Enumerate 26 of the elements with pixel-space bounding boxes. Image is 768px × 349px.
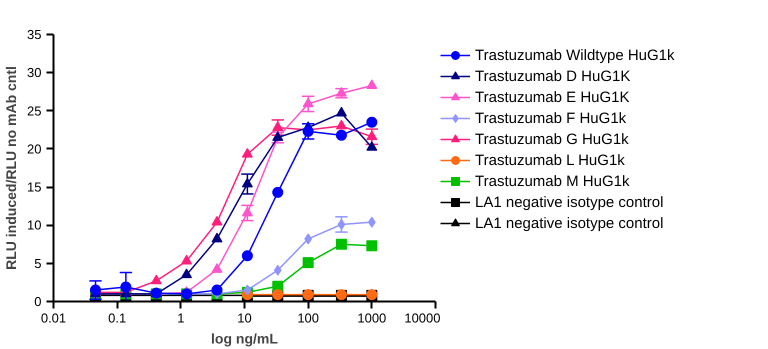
x-axis-title: log ng/mL <box>211 330 278 346</box>
y-tick-label: 35 <box>27 27 42 42</box>
y-axis-title: RLU induced/RLU no mAb cntl <box>3 66 20 270</box>
legend-label: Trastuzumab Wildtype HuG1k <box>475 46 675 64</box>
y-tick-label: 30 <box>27 65 42 80</box>
x-tick-label: 1 <box>177 310 184 326</box>
legend-label: Trastuzumab D HuG1K <box>475 68 630 84</box>
x-tick-label: 0.01 <box>40 310 66 326</box>
x-tick-label: 100 <box>297 310 320 326</box>
legend-label: Trastuzumab M HuG1k <box>475 172 630 190</box>
legend-label: Trastuzumab G HuG1k <box>475 130 629 148</box>
y-tick-label: 10 <box>27 218 42 233</box>
y-tick-label: 25 <box>27 103 42 118</box>
x-tick-label: 10000 <box>404 310 441 326</box>
x-tick-label: 1000 <box>357 310 386 326</box>
x-tick-label: 0.1 <box>108 310 126 326</box>
legend-label: LA1 negative isotype control <box>475 194 664 210</box>
legend-label: Trastuzumab F HuG1k <box>475 110 626 126</box>
y-tick-label: 5 <box>34 256 42 271</box>
legend-label: Trastuzumab L HuG1k <box>475 152 625 168</box>
y-tick-label: 20 <box>27 141 42 156</box>
legend-label: LA1 negative isotype control <box>475 214 664 232</box>
x-tick-label: 10 <box>237 310 252 326</box>
legend-label: Trastuzumab E HuG1K <box>475 88 630 106</box>
y-tick-label: 0 <box>34 294 42 309</box>
y-tick-label: 15 <box>27 180 42 195</box>
